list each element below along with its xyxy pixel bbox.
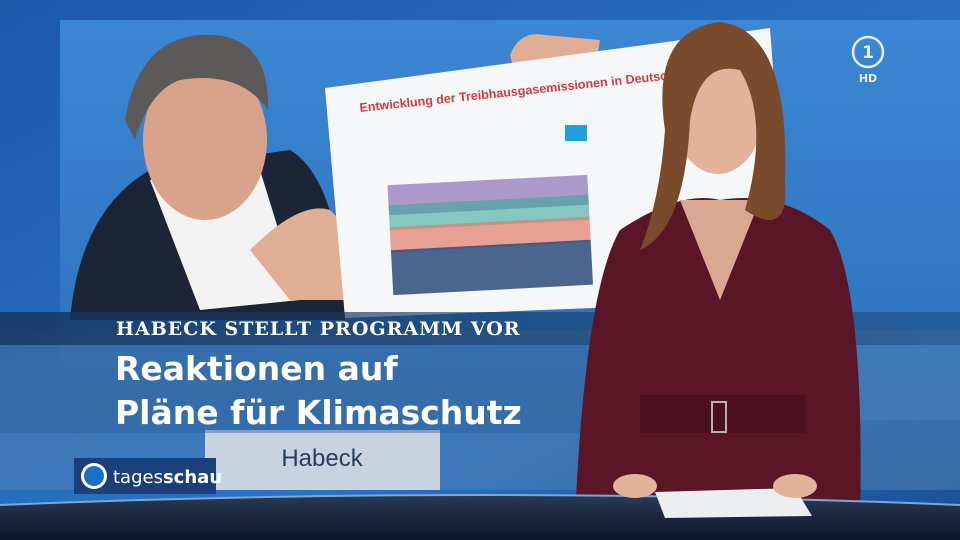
news-desk [0, 495, 960, 540]
anchor-hair [640, 22, 786, 250]
anchor-neck [680, 200, 760, 300]
papers [655, 488, 812, 518]
poster-chart [387, 174, 594, 296]
kicker: HABECK STELLT PROGRAMM VOR [116, 318, 521, 340]
poster-chart-band [390, 239, 594, 296]
person-face [143, 60, 267, 220]
nameplate-text: Habeck [281, 445, 363, 472]
anchor-dress [575, 198, 861, 520]
poster-marker [565, 125, 587, 141]
desk-edge [0, 494, 960, 506]
logo-text: tagesschau [113, 467, 222, 488]
logo-light: tages [113, 467, 163, 488]
channel-badge: HD [859, 72, 877, 85]
channel-logo [851, 35, 885, 69]
nameplate-card [205, 430, 440, 490]
channel-number: 1 [862, 43, 874, 63]
anchor-belt [640, 395, 805, 433]
anchor-hand [613, 474, 657, 498]
logo-bold: schau [163, 467, 222, 488]
headline-band [0, 345, 600, 433]
logo-circle-inner [84, 466, 104, 486]
headline-line: Pläne für Klimaschutz [115, 393, 522, 432]
anchor-hand [773, 474, 817, 498]
person-hair [125, 34, 269, 140]
headline-line: Reaktionen auf [115, 349, 398, 388]
anchor-buckle [711, 401, 727, 433]
